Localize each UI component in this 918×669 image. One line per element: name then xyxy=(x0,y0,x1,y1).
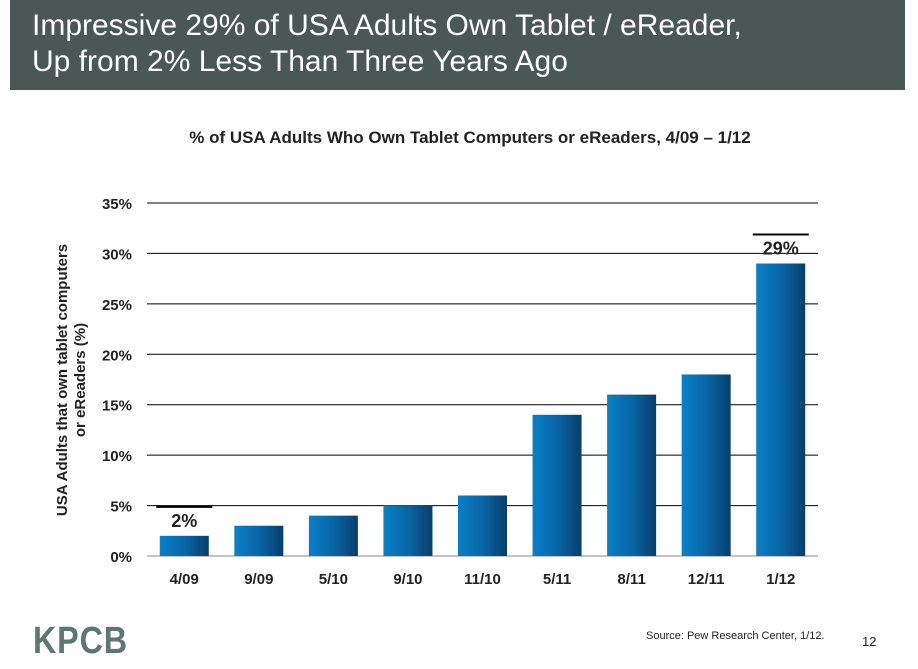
bar xyxy=(159,535,209,556)
source-note: Source: Pew Research Center, 1/12. xyxy=(646,630,825,642)
title-line-1: Impressive 29% of USA Adults Own Tablet … xyxy=(32,9,742,42)
bar xyxy=(681,374,731,556)
data-label: 2% xyxy=(171,511,197,531)
page-number: 12 xyxy=(862,634,877,649)
chart-title: % of USA Adults Who Own Tablet Computers… xyxy=(189,128,750,147)
x-tick-label: 11/10 xyxy=(464,571,501,588)
y-tick-label: 35% xyxy=(102,196,132,213)
bar xyxy=(458,495,507,556)
title-line-2: Up from 2% Less Than Three Years Ago xyxy=(32,45,568,78)
y-tick-label: 5% xyxy=(110,499,132,516)
y-tick-label: 10% xyxy=(102,448,132,465)
x-tick-label: 9/10 xyxy=(393,571,422,588)
y-tick-label: 15% xyxy=(102,398,132,415)
x-tick-label: 8/11 xyxy=(617,571,645,588)
bar xyxy=(234,525,284,556)
bar xyxy=(607,394,657,556)
bar xyxy=(383,505,433,556)
x-tick-label: 9/09 xyxy=(244,571,273,588)
kpcb-logo: KPCB xyxy=(33,620,128,662)
x-tick-label: 1/12 xyxy=(766,571,795,588)
data-label: 29% xyxy=(763,239,799,259)
y-tick-label: 20% xyxy=(102,347,132,364)
y-tick-label: 0% xyxy=(110,549,132,566)
slide-title: Impressive 29% of USA Adults Own Tablet … xyxy=(10,0,905,90)
x-tick-label: 4/09 xyxy=(170,571,199,588)
y-tick-label: 25% xyxy=(102,297,132,314)
y-tick-label: 30% xyxy=(102,246,132,263)
bar xyxy=(756,263,806,556)
bar xyxy=(532,414,582,556)
y-axis-label-line-1: USA Adults that own tablet computers xyxy=(54,244,71,516)
x-tick-label: 5/11 xyxy=(543,571,571,588)
x-tick-label: 5/10 xyxy=(319,571,348,588)
y-axis-label-line-2: or eReaders (%) xyxy=(72,323,89,437)
x-tick-label: 12/11 xyxy=(688,571,725,588)
bar xyxy=(308,515,358,556)
